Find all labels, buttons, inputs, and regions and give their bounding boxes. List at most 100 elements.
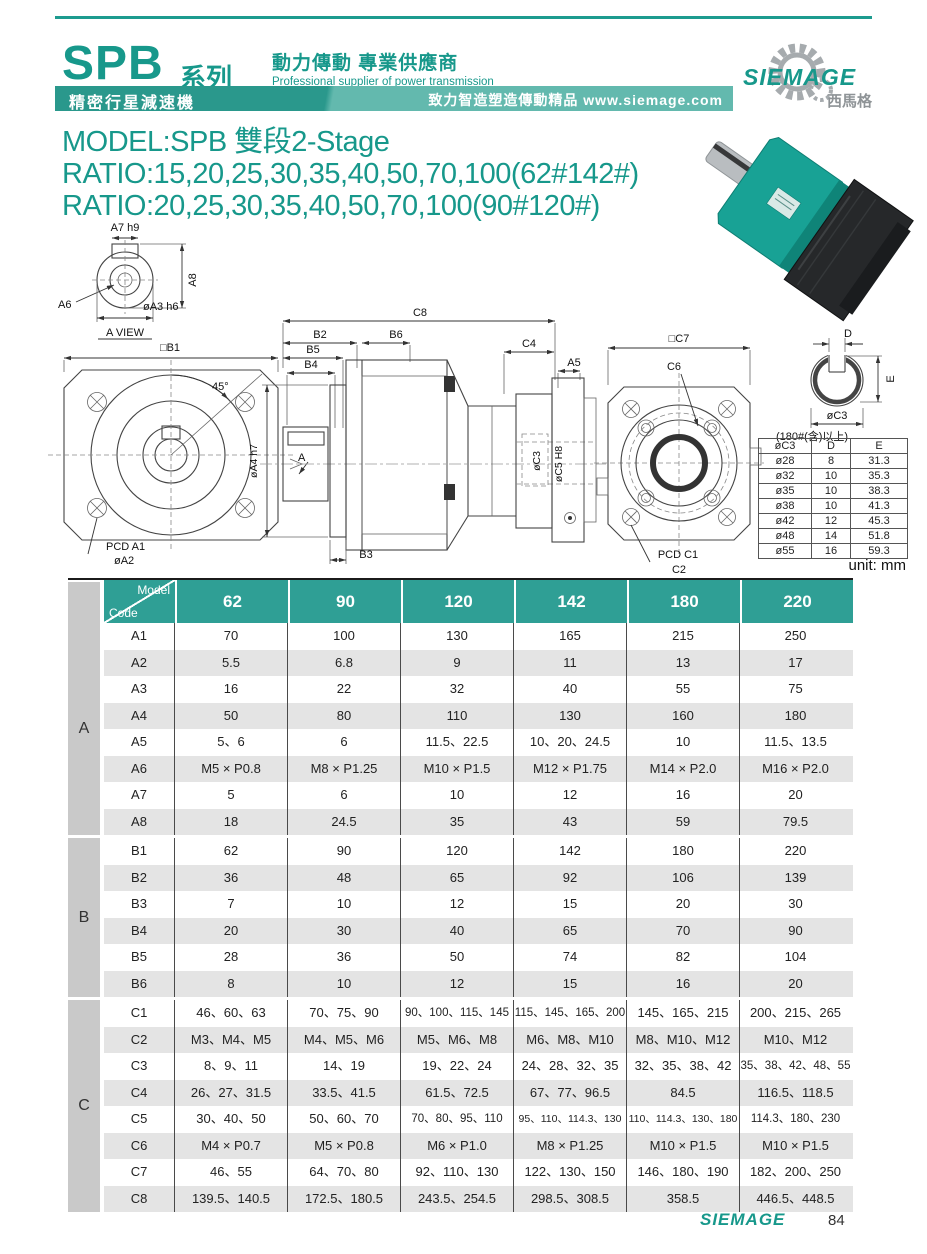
logo-cjk: 西馬格 xyxy=(827,93,873,110)
row-code: C1 xyxy=(104,1000,175,1027)
table-cell: 6 xyxy=(288,782,401,809)
dim-b2-label: B2 xyxy=(313,329,326,341)
series-title: SPB xyxy=(62,37,164,90)
table-cell: 6.8 xyxy=(288,649,401,676)
table-cell: 90 xyxy=(288,838,401,865)
table-row: A5 5、6 6 11.5、22.5 10、20、24.5 10 11.5、13.5 xyxy=(104,729,853,756)
technical-drawings: A7 h9 A8 A6 øA3 h6 A VIEW □B1 xyxy=(48,222,897,576)
row-code: C7 xyxy=(104,1159,175,1186)
row-code: B3 xyxy=(104,891,175,918)
pcd-c1-label: PCD C1 xyxy=(658,549,698,561)
shaft-table-cell: 45.3 xyxy=(850,514,907,528)
table-cell: 67、77、96.5 xyxy=(514,1079,627,1106)
table-row: B2 36 48 65 92 106 139 xyxy=(104,864,853,891)
column-header: 62 xyxy=(177,580,288,623)
table-cell: 20 xyxy=(788,787,803,802)
table-cell: 110、114.3、130、180 xyxy=(627,1106,740,1133)
table-cell: M6 × P1.0 xyxy=(401,1132,514,1159)
table-cell: 12 xyxy=(514,782,627,809)
table-cell: M12 × P1.75 xyxy=(514,755,627,782)
row-code: A1 xyxy=(104,623,175,650)
row-code: A4 xyxy=(104,702,175,729)
table-cell: 18 xyxy=(175,808,288,835)
shaft-table-cell: ø48 xyxy=(775,530,795,542)
detail-d-label: D xyxy=(844,328,852,340)
table-cell: M4 × P0.7 xyxy=(175,1132,288,1159)
table-cell: 7 xyxy=(175,891,288,918)
detail-caption: (180#(含)以上) xyxy=(776,429,848,443)
table-cell: 115、145、165、200 xyxy=(514,1000,627,1027)
a-view-caption: A VIEW xyxy=(106,327,145,339)
table-cell: 12 xyxy=(401,891,514,918)
table-cell: 26、27、31.5 xyxy=(175,1079,288,1106)
table-cell: 145、165、215 xyxy=(627,1000,740,1027)
table-cell: 70、80、95、110 xyxy=(401,1106,514,1133)
table-cell: 48 xyxy=(288,864,401,891)
table-cell: 90 xyxy=(788,922,803,938)
table-cell: 172.5、180.5 xyxy=(288,1185,401,1212)
table-cell: 182、200、250 xyxy=(749,1164,842,1179)
shaft-table-cell: ø35 xyxy=(775,485,795,497)
tagline-zh: 動力傳動 專業供應商 xyxy=(272,53,459,74)
row-code: B6 xyxy=(104,970,175,997)
table-cell: 146、180、190 xyxy=(627,1159,740,1186)
row-code: A7 xyxy=(104,782,175,809)
shaft-table-cell: 31.3 xyxy=(850,454,907,468)
rear-view-drawing: □C7 C6 xyxy=(594,333,764,576)
shaft-table-row: ø28 8 31.3 xyxy=(759,453,907,468)
table-cell: 15 xyxy=(514,891,627,918)
dim-a7-label: A7 h9 xyxy=(111,222,140,234)
table-row: C6 M4 × P0.7 M5 × P0.8 M6 × P1.0 M8 × P1.25 M… xyxy=(104,1132,853,1159)
table-cell: 446.5、448.5 xyxy=(756,1190,835,1206)
shaft-table-cell: 51.8 xyxy=(850,529,907,543)
banner-left-text: 精密行星減速機 xyxy=(69,95,196,112)
shaft-table-header-row: øC3 D E xyxy=(759,439,907,453)
table-cell: 11.5、22.5 xyxy=(401,729,514,756)
table-cell: 104 xyxy=(784,949,807,964)
dim-b3-label: B3 xyxy=(359,549,372,561)
front-view-drawing: □B1 45° A PCD A1 øA2 xyxy=(48,342,309,567)
row-code: B1 xyxy=(104,838,175,865)
table-cell: M4、M5、M6 xyxy=(288,1026,401,1053)
gear-icon xyxy=(768,43,833,102)
corner-model-label: Model xyxy=(137,583,170,597)
row-code: B5 xyxy=(104,944,175,971)
row-code: A5 xyxy=(104,729,175,756)
shaft-table-cell: 59.3 xyxy=(850,544,907,558)
shaft-table-row: ø38 10 41.3 xyxy=(759,498,907,513)
detail-e-label: E xyxy=(885,375,897,382)
table-cell: 122、130、150 xyxy=(514,1159,627,1186)
dim-a2-label: øA2 xyxy=(114,555,134,567)
table-cell: 50、60、70 xyxy=(288,1106,401,1133)
row-code: C3 xyxy=(104,1053,175,1080)
dim-a6-label: A6 xyxy=(58,299,71,311)
table-cell: 13 xyxy=(627,649,740,676)
shaft-table-cell: 10 xyxy=(811,484,850,498)
row-code: C4 xyxy=(104,1079,175,1106)
table-row: B5 28 36 50 74 82 104 xyxy=(104,944,853,971)
table-cell: 24.5 xyxy=(288,808,401,835)
shaft-table-cell: 14 xyxy=(811,529,850,543)
table-cell: 9 xyxy=(401,649,514,676)
table-row: C3 8、9、11 14、19 19、22、24 24、28、32、35 32、35、38… xyxy=(104,1053,853,1080)
shaft-table-cell: ø32 xyxy=(775,470,795,482)
table-cell: 142 xyxy=(514,838,627,865)
dim-c5-label: øC5 H8 xyxy=(553,446,565,482)
dim-c6-label: C6 xyxy=(667,361,681,373)
table-cell: 70 xyxy=(175,623,288,650)
shaft-table-cell: 10 xyxy=(811,499,850,513)
table-cell: 61.5、72.5 xyxy=(401,1079,514,1106)
table-cell: 46、55 xyxy=(175,1159,288,1186)
table-cell: M8 × P1.25 xyxy=(288,755,401,782)
table-row: A6 M5 × P0.8 M8 × P1.25 M10 × P1.5 M12 × P1.… xyxy=(104,755,853,782)
table-cell: 165 xyxy=(514,623,627,650)
dim-a4-label: øA4 h7 xyxy=(248,444,260,478)
section-a-label: A xyxy=(298,452,306,464)
table-cell: 30、40、50 xyxy=(175,1106,288,1133)
table-row: A7 5 6 10 12 16 20 xyxy=(104,782,853,809)
shaft-detail-drawing: D E øC3 (180#(含)以上) xyxy=(776,328,897,443)
table-cell: 298.5、308.5 xyxy=(514,1185,627,1212)
table-cell: 84.5 xyxy=(627,1079,740,1106)
table-cell: 6 xyxy=(288,729,401,756)
